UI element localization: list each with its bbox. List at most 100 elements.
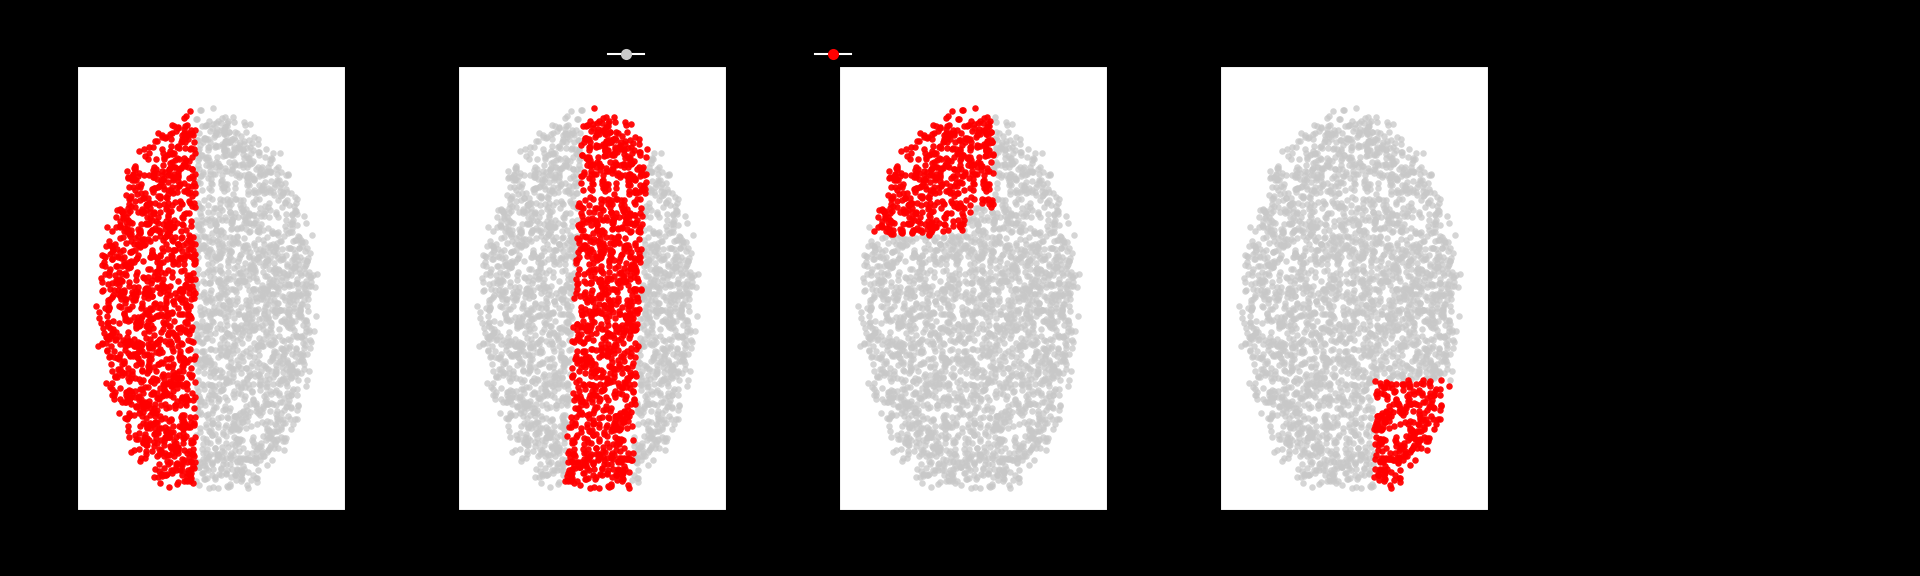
Point — [129, 350, 159, 359]
Point — [1405, 379, 1436, 388]
Point — [194, 137, 225, 146]
Point — [1400, 275, 1430, 285]
Point — [1417, 244, 1448, 253]
Point — [180, 115, 211, 124]
Point — [150, 319, 180, 328]
Point — [1308, 226, 1338, 236]
Point — [948, 348, 979, 357]
Point — [920, 245, 950, 254]
Point — [591, 317, 622, 326]
Point — [1048, 320, 1079, 329]
Point — [1434, 257, 1465, 266]
Point — [1404, 439, 1434, 448]
Point — [576, 397, 607, 407]
Point — [559, 251, 589, 260]
Point — [148, 391, 179, 400]
Point — [543, 458, 574, 468]
Point — [1267, 237, 1298, 246]
Point — [599, 145, 630, 154]
Point — [599, 313, 630, 323]
Point — [207, 114, 238, 123]
Point — [1010, 401, 1041, 410]
Point — [205, 281, 236, 290]
Point — [653, 270, 684, 279]
Point — [931, 113, 962, 122]
Point — [972, 151, 1002, 160]
Point — [1359, 214, 1390, 223]
Point — [207, 183, 238, 192]
Point — [1400, 379, 1430, 388]
Point — [588, 114, 618, 123]
Point — [973, 274, 1004, 283]
Point — [252, 363, 282, 373]
Point — [296, 335, 326, 344]
Point — [1394, 460, 1425, 469]
Point — [499, 313, 530, 322]
Point — [586, 320, 616, 329]
Point — [576, 313, 607, 322]
Point — [904, 219, 935, 228]
Point — [672, 301, 703, 310]
Point — [261, 420, 292, 429]
Point — [966, 469, 996, 479]
Point — [626, 373, 657, 382]
Point — [948, 203, 979, 213]
Point — [551, 133, 582, 142]
Point — [995, 310, 1025, 319]
Point — [1039, 217, 1069, 226]
Point — [132, 219, 163, 229]
Point — [1261, 313, 1292, 322]
Point — [223, 388, 253, 397]
Point — [1369, 435, 1400, 444]
Point — [205, 276, 236, 285]
Point — [202, 396, 232, 406]
Point — [877, 231, 908, 240]
Point — [891, 170, 922, 180]
Point — [202, 237, 232, 246]
Point — [998, 171, 1029, 180]
Point — [616, 408, 647, 417]
Point — [259, 388, 290, 397]
Point — [1344, 221, 1375, 230]
Point — [230, 276, 261, 286]
Point — [132, 316, 163, 325]
Point — [1380, 272, 1411, 282]
Point — [1398, 167, 1428, 176]
Point — [182, 336, 213, 346]
Point — [515, 253, 545, 262]
Point — [877, 256, 908, 265]
Point — [576, 344, 607, 354]
Point — [1279, 249, 1309, 259]
Point — [184, 329, 215, 339]
Point — [925, 478, 956, 487]
Point — [1033, 381, 1064, 391]
Point — [950, 362, 981, 372]
Point — [979, 215, 1010, 225]
Point — [626, 375, 657, 384]
Point — [655, 323, 685, 332]
Point — [1319, 253, 1350, 262]
Point — [1382, 459, 1413, 468]
Point — [1029, 344, 1060, 354]
Point — [956, 142, 987, 151]
Point — [200, 346, 230, 355]
Point — [493, 394, 524, 403]
Point — [511, 382, 541, 392]
Point — [1365, 418, 1396, 427]
Point — [113, 257, 144, 267]
Point — [628, 283, 659, 293]
Point — [1356, 482, 1386, 491]
Point — [858, 241, 889, 250]
Point — [653, 215, 684, 225]
Point — [1244, 372, 1275, 381]
Point — [138, 271, 169, 281]
Point — [1267, 147, 1298, 156]
Point — [555, 477, 586, 486]
Point — [1275, 423, 1306, 432]
Point — [1313, 138, 1344, 147]
Point — [499, 350, 530, 359]
Point — [1325, 280, 1356, 289]
Point — [1432, 279, 1463, 289]
Point — [493, 332, 524, 341]
Point — [889, 272, 920, 281]
